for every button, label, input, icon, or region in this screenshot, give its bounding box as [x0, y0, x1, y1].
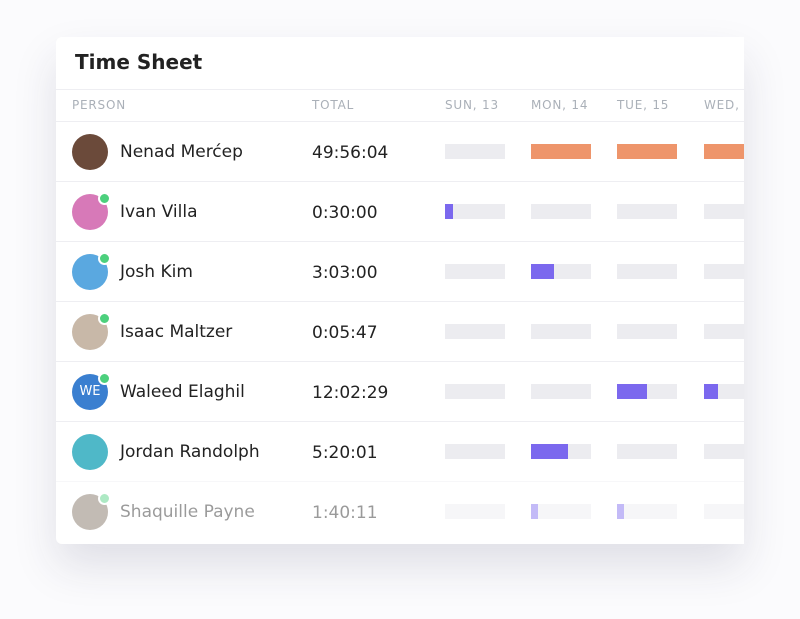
day-bar-track — [445, 384, 505, 399]
day-bar — [531, 504, 539, 519]
day-bar-track — [617, 204, 677, 219]
total-time: 12:02:29 — [312, 383, 389, 403]
table-row: Shaquille Payne 1:40:11 — [56, 481, 744, 542]
online-indicator — [98, 372, 111, 385]
day-bar-track — [531, 324, 591, 339]
person-name: Isaac Maltzer — [120, 322, 233, 342]
time-sheet-card: Time Sheet PERSON TOTAL SUN, 13 MON, 14 TUE,… — [56, 37, 744, 544]
day-bar-track — [531, 204, 591, 219]
person-name: Nenad Merćep — [120, 142, 243, 162]
day-bar — [531, 444, 569, 459]
day-bar — [704, 384, 718, 399]
total-time: 3:03:00 — [312, 263, 378, 283]
day-bar — [704, 144, 744, 159]
person-name: Josh Kim — [120, 262, 193, 282]
day-bar-track — [617, 144, 677, 159]
table-row: WE Waleed Elaghil 12:02:29 — [56, 361, 744, 422]
day-bar-track — [445, 264, 505, 279]
day-bar-track — [531, 504, 591, 519]
column-header: MON, 14 — [531, 98, 589, 112]
total-time: 5:20:01 — [312, 443, 378, 463]
online-indicator — [98, 192, 111, 205]
table-row: Nenad Merćep 49:56:04 — [56, 121, 744, 182]
column-header: TOTAL — [312, 98, 355, 112]
column-header: WED, — [704, 98, 740, 112]
day-bar — [617, 384, 647, 399]
day-bar-track — [704, 324, 744, 339]
total-time: 1:40:11 — [312, 503, 378, 523]
day-bar-track — [445, 444, 505, 459]
column-header: SUN, 13 — [445, 98, 499, 112]
day-bar — [445, 204, 453, 219]
day-bar-track — [617, 504, 677, 519]
total-time: 0:30:00 — [312, 203, 378, 223]
table-row: Jordan Randolph 5:20:01 — [56, 421, 744, 482]
day-bar-track — [531, 384, 591, 399]
day-bar-track — [704, 264, 744, 279]
day-bar-track — [617, 264, 677, 279]
person-name: Waleed Elaghil — [120, 382, 245, 402]
day-bar-track — [445, 204, 505, 219]
day-bar-track — [704, 444, 744, 459]
title: Time Sheet — [75, 50, 203, 74]
day-bar-track — [617, 384, 677, 399]
day-bar-track — [531, 144, 591, 159]
person-name: Jordan Randolph — [120, 442, 260, 462]
avatar — [72, 134, 108, 170]
day-bar-track — [531, 444, 591, 459]
total-time: 49:56:04 — [312, 143, 389, 163]
table-row: Josh Kim 3:03:00 — [56, 241, 744, 302]
total-time: 0:05:47 — [312, 323, 378, 343]
online-indicator — [98, 312, 111, 325]
person-name: Ivan Villa — [120, 202, 198, 222]
day-bar-track — [617, 444, 677, 459]
online-indicator — [98, 252, 111, 265]
table-row: Isaac Maltzer 0:05:47 — [56, 301, 744, 362]
divider — [56, 89, 744, 90]
column-header: TUE, 15 — [617, 98, 670, 112]
day-bar — [531, 264, 554, 279]
day-bar-track — [704, 384, 744, 399]
day-bar-track — [617, 324, 677, 339]
online-indicator — [98, 492, 111, 505]
day-bar-track — [445, 324, 505, 339]
table-row: Ivan Villa 0:30:00 — [56, 181, 744, 242]
day-bar-track — [704, 204, 744, 219]
day-bar-track — [445, 504, 505, 519]
column-header: PERSON — [72, 98, 126, 112]
day-bar — [617, 144, 677, 159]
day-bar-track — [704, 144, 744, 159]
avatar — [72, 434, 108, 470]
day-bar-track — [704, 504, 744, 519]
person-name: Shaquille Payne — [120, 502, 255, 522]
day-bar-track — [445, 144, 505, 159]
day-bar — [617, 504, 625, 519]
day-bar — [531, 144, 591, 159]
day-bar-track — [531, 264, 591, 279]
